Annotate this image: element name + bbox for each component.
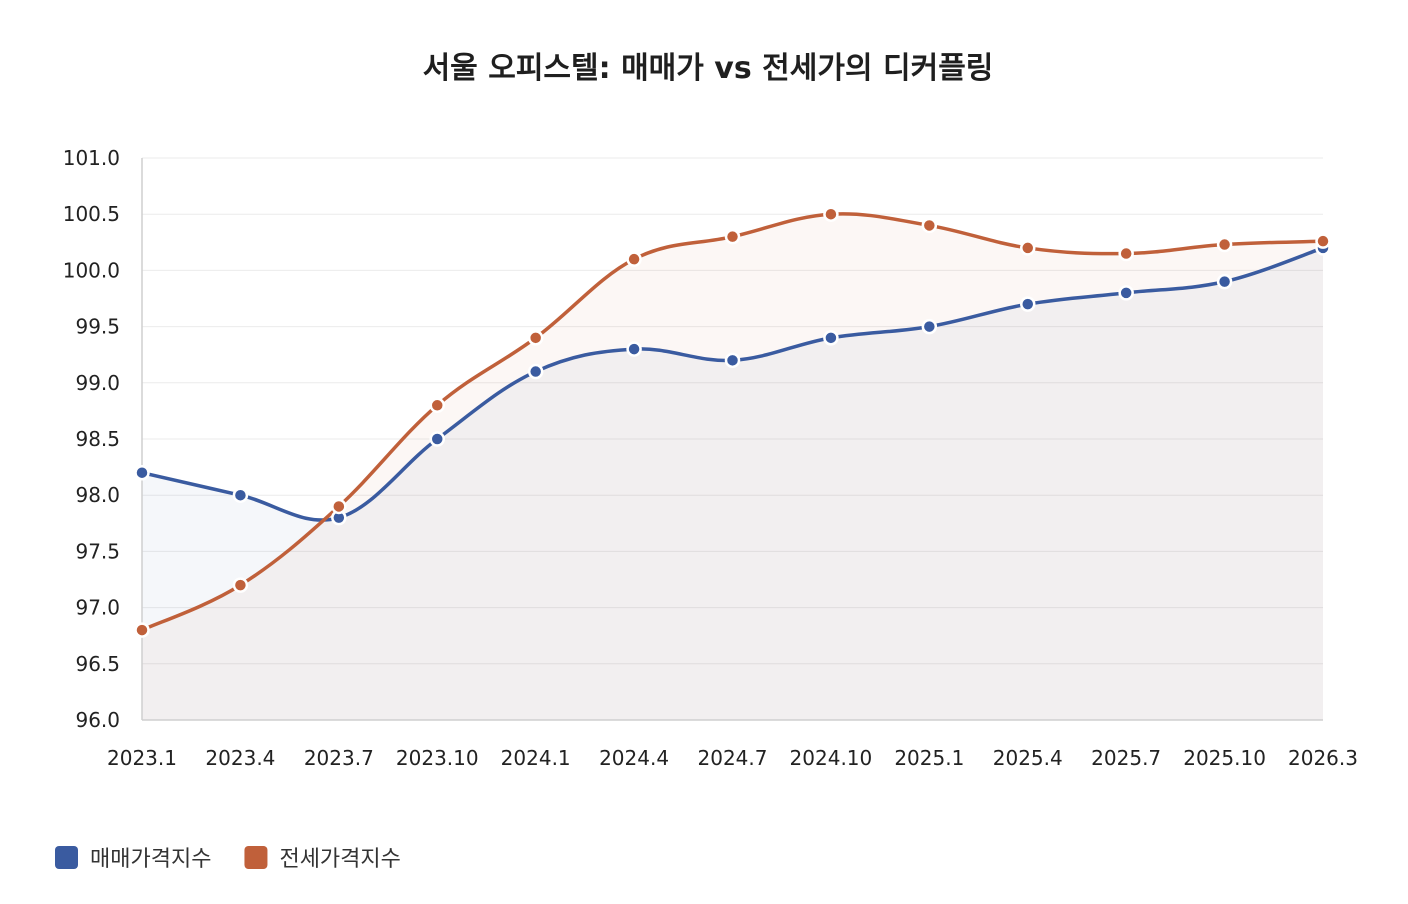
data-points (134, 206, 1331, 638)
x-tick-label: 2024.10 (790, 746, 873, 770)
data-point (527, 330, 544, 346)
x-tick-label: 2023.4 (205, 746, 275, 770)
x-tick-label: 2025.10 (1183, 746, 1266, 770)
data-point (921, 318, 938, 335)
series-areas (142, 213, 1323, 721)
y-tick-label: 97.0 (75, 596, 120, 620)
data-point (1216, 273, 1233, 290)
data-point (1020, 240, 1036, 256)
legend-swatch (244, 846, 268, 869)
x-tick-label: 2024.7 (698, 746, 768, 770)
legend-swatch (55, 846, 78, 869)
y-tick-label: 96.5 (75, 652, 120, 676)
data-point (429, 397, 445, 414)
legend-label: 매매가격지수 (90, 847, 211, 872)
x-tick-label: 2024.4 (599, 746, 669, 770)
data-point (1118, 285, 1134, 301)
y-tick-label: 101.0 (63, 146, 120, 170)
y-tick-label: 98.0 (75, 483, 120, 507)
series-area (142, 213, 1323, 720)
x-tick-label: 2025.1 (894, 746, 964, 770)
data-point (134, 622, 150, 638)
x-tick-label: 2025.7 (1091, 746, 1161, 770)
y-tick-label: 98.5 (75, 427, 120, 451)
data-point (724, 352, 741, 369)
y-tick-label: 99.5 (75, 315, 120, 339)
data-point (232, 487, 249, 503)
x-tick-label: 2025.4 (993, 746, 1063, 770)
x-tick-label: 2023.1 (107, 746, 177, 770)
x-tick-label: 2024.1 (501, 746, 571, 770)
data-point (724, 228, 741, 245)
data-point (626, 341, 642, 357)
y-axis-ticks: 96.0 96.5 97.0 97.5 98.0 98.5 99.0 99.5 100.0 100… (63, 146, 120, 732)
data-point (1315, 233, 1331, 249)
data-point (232, 577, 249, 593)
data-point (626, 251, 642, 267)
x-tick-label: 2026.3 (1288, 746, 1358, 770)
data-point (1216, 236, 1233, 253)
data-point (429, 431, 445, 447)
y-tick-label: 96.0 (75, 708, 120, 732)
data-point (823, 330, 839, 346)
x-tick-label: 2023.10 (396, 746, 479, 770)
data-point (921, 217, 938, 234)
data-point (1118, 245, 1134, 262)
data-point (527, 363, 544, 380)
y-tick-label: 99.0 (75, 371, 120, 395)
legend: 매매가격지수 전세가격지수 (55, 846, 401, 872)
grid (142, 157, 1323, 665)
legend-label: 전세가격지수 (279, 847, 400, 872)
x-axis-ticks: 2023.1 2023.4 2023.7 2023.10 2024.1 2024.4 202… (107, 746, 1358, 770)
data-point (134, 464, 150, 481)
data-point (1020, 296, 1036, 312)
data-point (331, 498, 347, 515)
y-tick-label: 100.0 (63, 258, 120, 282)
chart-title: 서울 오피스텔: 매매가 vs 전세가의 디커플링 (423, 51, 994, 86)
y-tick-label: 100.5 (63, 202, 120, 226)
data-point (823, 206, 839, 222)
y-tick-label: 97.5 (75, 539, 120, 563)
series-area (142, 247, 1323, 721)
x-tick-label: 2023.7 (304, 746, 374, 770)
